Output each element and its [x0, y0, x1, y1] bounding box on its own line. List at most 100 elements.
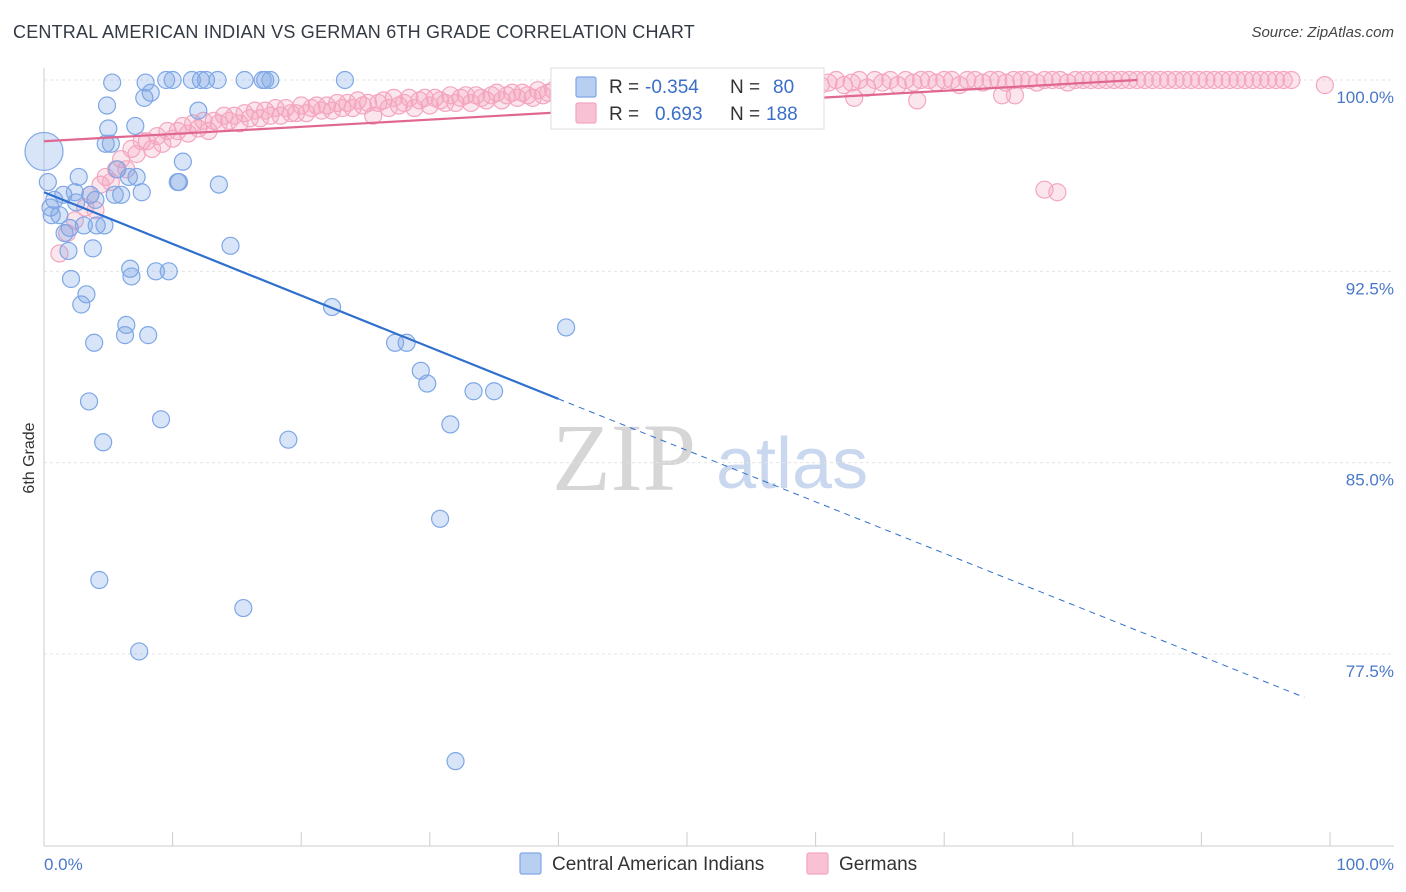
cai-point-33	[112, 185, 131, 204]
cai-point-21	[86, 190, 105, 210]
cai-point-54	[173, 152, 192, 171]
cai-point-53	[169, 172, 189, 192]
cai-point-61	[235, 70, 254, 90]
cai-point-50	[159, 262, 178, 281]
legend-r-label-german: R =	[609, 104, 639, 125]
legend-swatch-cai	[575, 76, 597, 98]
cai-point-36	[119, 167, 138, 187]
german-point-174	[1158, 70, 1178, 90]
german-point-30	[214, 106, 234, 125]
bottom-legend-label-german: Germans	[839, 854, 917, 875]
cai-point-48	[151, 410, 171, 429]
trend-line-cai-extension	[558, 398, 1305, 698]
cai-point-14	[72, 295, 91, 314]
cai-point-47	[146, 262, 165, 281]
watermark-atlas: atlas	[716, 424, 868, 504]
german-point-172	[1143, 70, 1162, 90]
cai-point-24	[94, 433, 113, 452]
cai-point-8	[59, 241, 78, 261]
german-point-197	[992, 86, 1012, 105]
cai-point-23	[90, 570, 109, 590]
cai-point-15	[74, 216, 93, 235]
german-point-193	[1035, 180, 1054, 199]
cai-point-18	[79, 392, 99, 411]
german-point-177	[1182, 70, 1201, 90]
y-axis-label: 6th Grade	[21, 422, 38, 493]
german-point-89	[518, 86, 537, 105]
german-point-190	[1282, 70, 1301, 90]
german-point-165	[1089, 70, 1108, 90]
german-point-178	[1189, 70, 1208, 90]
german-point-84	[492, 91, 511, 110]
cai-point-64	[261, 70, 280, 90]
german-point-176	[1174, 70, 1193, 90]
cai-point-65	[279, 430, 298, 449]
series-central-american-indians	[24, 70, 576, 771]
german-point-191	[1315, 76, 1334, 95]
cai-point-58	[209, 175, 228, 194]
cai-point-9	[60, 218, 79, 238]
german-point-142	[911, 70, 931, 90]
trend-lines	[43, 78, 1305, 698]
cai-point-72	[430, 509, 450, 528]
german-point-175	[1166, 70, 1185, 90]
legend-n-value-cai: 80	[773, 77, 794, 98]
cai-point-75	[464, 382, 483, 401]
cai-point-20	[85, 333, 104, 352]
cai-point-79	[191, 70, 210, 90]
german-point-188	[1266, 70, 1286, 90]
cai-point-77	[557, 318, 576, 337]
german-point-154	[1004, 70, 1023, 90]
cai-point-16	[77, 285, 96, 304]
cai-point-35	[117, 315, 136, 335]
cai-point-3	[42, 206, 61, 225]
german-point-42	[276, 98, 295, 118]
german-point-72	[430, 91, 450, 110]
cai-point-63	[256, 70, 275, 90]
cai-point-13	[69, 167, 88, 187]
cai-point-46	[141, 83, 160, 102]
german-point-65	[394, 93, 414, 113]
cai-point-29	[101, 134, 120, 153]
cai-point-57	[208, 70, 227, 90]
legend-swatch-german	[575, 102, 597, 124]
legend-r-value-cai: -0.354	[645, 77, 699, 98]
cai-point-39	[126, 116, 145, 136]
german-point-68	[410, 91, 429, 110]
x-tick-marks	[172, 832, 1331, 846]
cai-point-28	[99, 119, 118, 138]
cai-point-0	[24, 131, 64, 172]
cai-point-31	[105, 185, 124, 204]
legend-r-value-german: 0.693	[655, 104, 703, 125]
german-point-46	[297, 104, 316, 123]
bottom-legend-swatch-german	[806, 852, 829, 875]
german-point-71	[425, 88, 445, 107]
cai-point-41	[130, 642, 149, 661]
german-point-49	[312, 101, 331, 120]
german-point-43	[281, 104, 301, 123]
cai-point-71	[418, 374, 437, 393]
bottom-legend-label-cai: Central American Indians	[552, 854, 764, 875]
german-point-81	[477, 91, 496, 110]
cai-point-37	[121, 259, 140, 278]
series-legend: Central American Indians Germans	[519, 852, 917, 875]
german-point-82	[482, 86, 501, 105]
y-tick-label-0: 100.0%	[1336, 88, 1394, 107]
german-point-75	[446, 93, 465, 113]
cai-point-55	[189, 101, 208, 120]
y-tick-label-3: 77.5%	[1346, 662, 1394, 681]
y-tick-label-1: 92.5%	[1346, 279, 1394, 298]
legend-r-label-cai: R =	[609, 77, 639, 98]
german-point-134	[850, 70, 869, 90]
german-point-187	[1259, 70, 1278, 90]
german-point-88	[513, 83, 532, 102]
german-point-12	[122, 139, 141, 158]
series-germans	[50, 70, 1334, 263]
legend-n-label-cai: N =	[730, 77, 760, 98]
trend-line-cai	[43, 191, 559, 400]
cai-point-49	[157, 70, 176, 90]
source-label: Source: ZipAtlas.com	[1251, 24, 1394, 41]
german-point-189	[1274, 70, 1293, 90]
cai-point-76	[485, 382, 504, 401]
german-point-180	[1205, 70, 1224, 90]
